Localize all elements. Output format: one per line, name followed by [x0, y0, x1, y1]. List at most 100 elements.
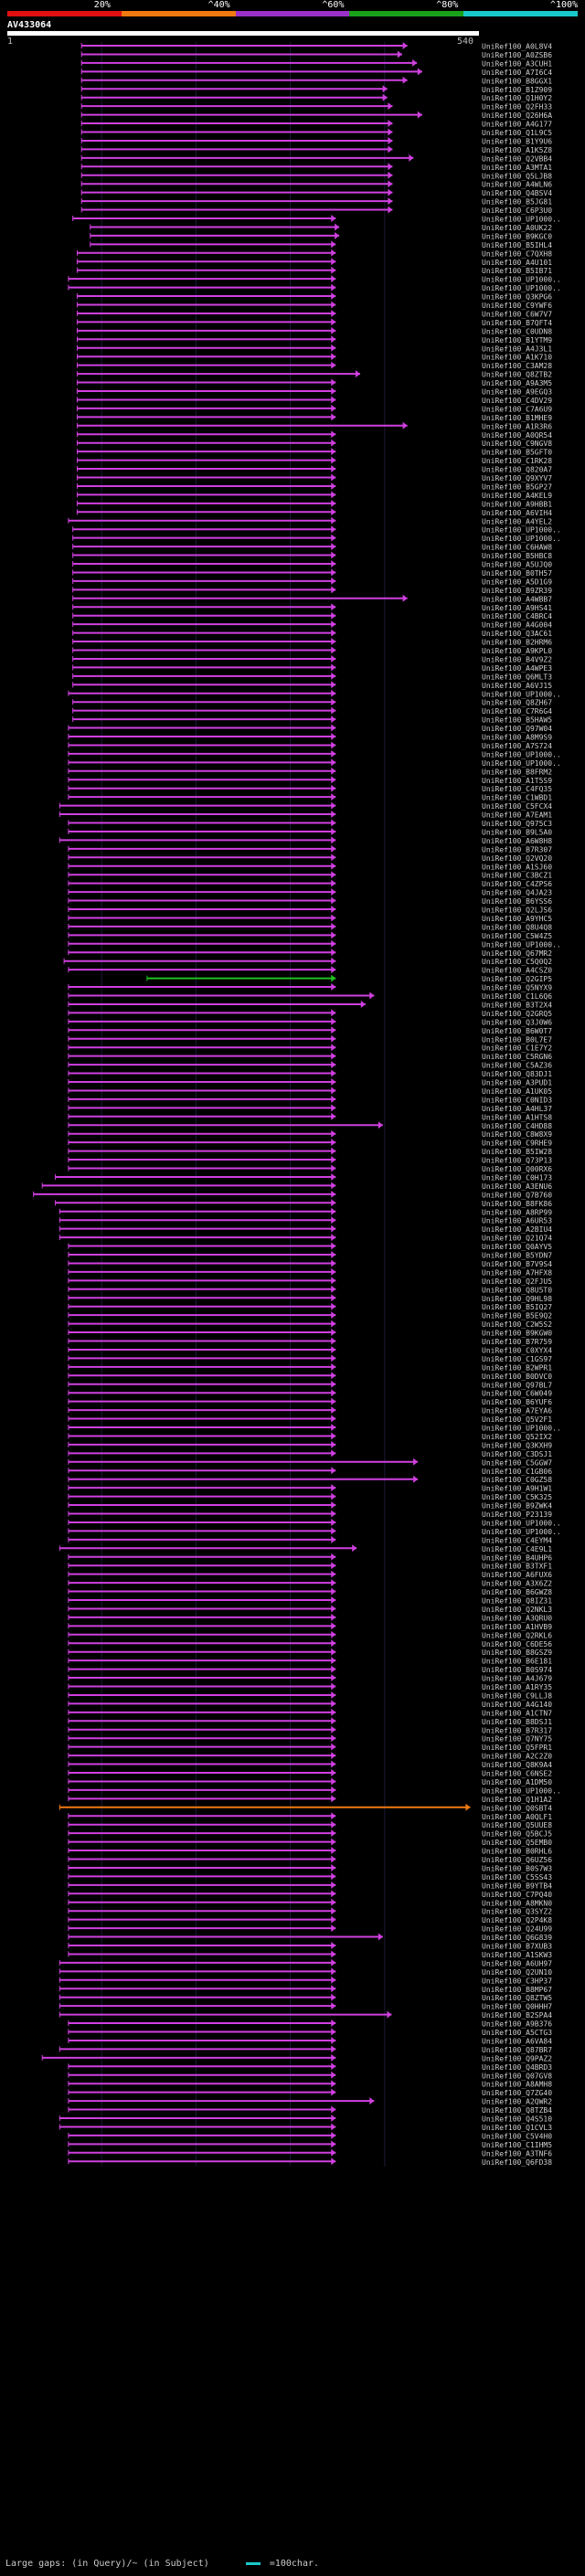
hit-label[interactable]: UniRef100_A3ENU6 [482, 1182, 552, 1191]
hit-label[interactable]: UniRef100_C1GB06 [482, 1468, 552, 1476]
hit-label[interactable]: UniRef100_Q5V2F1 [482, 1415, 552, 1424]
hit-label[interactable]: UniRef100_C6W7V7 [482, 310, 552, 318]
hit-label[interactable]: UniRef100_A8RP99 [482, 1208, 552, 1216]
hit-label[interactable]: UniRef100_A1SJ60 [482, 863, 552, 871]
hit-label[interactable]: UniRef100_Q6FD38 [482, 2158, 552, 2167]
hit-label[interactable]: UniRef100_B5IHL4 [482, 241, 552, 249]
hit-label[interactable]: UniRef100_A1HVB9 [482, 1623, 552, 1631]
hit-label[interactable]: UniRef100_Q2GIP5 [482, 975, 552, 983]
hit-label[interactable]: UniRef100_A5CTG3 [482, 2029, 552, 2037]
hit-label[interactable]: UniRef100_B2SPA4 [482, 2011, 552, 2019]
hit-label[interactable]: UniRef100_B8GGX1 [482, 77, 552, 85]
hit-label[interactable]: UniRef100_C4BRC4 [482, 612, 552, 620]
hit-label[interactable]: UniRef100_A1UK05 [482, 1087, 552, 1096]
hit-label[interactable]: UniRef100_A7S724 [482, 742, 552, 750]
hit-label[interactable]: UniRef100_Q97BL7 [482, 1381, 552, 1389]
hit-label[interactable]: UniRef100_Q2VQ20 [482, 854, 552, 863]
hit-label[interactable]: UniRef100_C7QXH8 [482, 249, 552, 258]
hit-label[interactable]: UniRef100_A8AMH8 [482, 2081, 552, 2089]
hit-label[interactable]: UniRef100_A0ZSB6 [482, 51, 552, 59]
hit-label[interactable]: UniRef100_C5K325 [482, 1493, 552, 1501]
hit-label[interactable]: UniRef100_C7A6U9 [482, 405, 552, 413]
hit-label[interactable]: UniRef100_B4UHP6 [482, 1553, 552, 1562]
hit-label[interactable]: UniRef100_Q2LJS6 [482, 906, 552, 915]
hit-label[interactable]: UniRef100_B5HBC8 [482, 552, 552, 560]
hit-label[interactable]: UniRef100_Q6G839 [482, 1934, 552, 1942]
hit-label[interactable]: UniRef100_C5SS43 [482, 1873, 552, 1882]
hit-label[interactable]: UniRef100_B5E9Q2 [482, 1312, 552, 1320]
hit-label[interactable]: UniRef100_C9LLJ8 [482, 1691, 552, 1700]
hit-label[interactable]: UniRef100_A4YEL2 [482, 517, 552, 525]
hit-label[interactable]: UniRef100_C8W8X9 [482, 1130, 552, 1139]
hit-label[interactable]: UniRef100_Q9HL98 [482, 1295, 552, 1303]
hit-label[interactable]: UniRef100_C5W4Z5 [482, 932, 552, 940]
hit-label[interactable]: UniRef100_UP1000.. [482, 1528, 561, 1536]
hit-label[interactable]: UniRef100_A4G177 [482, 121, 552, 129]
hit-label[interactable]: UniRef100_B0S974 [482, 1666, 552, 1674]
hit-label[interactable]: UniRef100_A0UK22 [482, 224, 552, 232]
hit-label[interactable]: UniRef100_A7EYA6 [482, 1407, 552, 1415]
hit-label[interactable]: UniRef100_A9HS41 [482, 604, 552, 612]
hit-label[interactable]: UniRef100_B0DVC0 [482, 1373, 552, 1381]
hit-label[interactable]: UniRef100_Q07GV8 [482, 2072, 552, 2080]
hit-label[interactable]: UniRef100_Q1H1A2 [482, 1796, 552, 1804]
hit-label[interactable]: UniRef100_A4J679 [482, 1675, 552, 1683]
hit-label[interactable]: UniRef100_Q3J0W6 [482, 1018, 552, 1026]
hit-label[interactable]: UniRef100_Q3KXH9 [482, 1441, 552, 1449]
hit-label[interactable]: UniRef100_B5GFT0 [482, 449, 552, 457]
hit-label[interactable]: UniRef100_A7EAM1 [482, 811, 552, 820]
hit-label[interactable]: UniRef100_UP1000.. [482, 526, 561, 535]
hit-label[interactable]: UniRef100_A5UJQ0 [482, 561, 552, 569]
hit-label[interactable]: UniRef100_A4HL37 [482, 1105, 552, 1113]
hit-label[interactable]: UniRef100_C6P3U0 [482, 207, 552, 215]
hit-label[interactable]: UniRef100_Q7B760 [482, 1191, 552, 1199]
hit-label[interactable]: UniRef100_UP1000.. [482, 1519, 561, 1527]
hit-label[interactable]: UniRef100_C1WBD1 [482, 794, 552, 802]
hit-label[interactable]: UniRef100_B6GWZ8 [482, 1588, 552, 1596]
hit-label[interactable]: UniRef100_B2WPR1 [482, 1363, 552, 1372]
hit-label[interactable]: UniRef100_B7QFT4 [482, 319, 552, 327]
hit-label[interactable]: UniRef100_A2QWR2 [482, 2098, 552, 2106]
hit-label[interactable]: UniRef100_A1HTS8 [482, 1113, 552, 1121]
hit-label[interactable]: UniRef100_Q2P4K8 [482, 1916, 552, 1924]
hit-label[interactable]: UniRef100_A1CTN7 [482, 1709, 552, 1717]
hit-label[interactable]: UniRef100_B5IB71 [482, 267, 552, 275]
hit-label[interactable]: UniRef100_Q0SBT4 [482, 1804, 552, 1812]
hit-label[interactable]: UniRef100_C7PQ40 [482, 1891, 552, 1899]
hit-label[interactable]: UniRef100_A6FUX6 [482, 1571, 552, 1579]
hit-label[interactable]: UniRef100_C3HP37 [482, 1977, 552, 1985]
hit-label[interactable]: UniRef100_Q5BCJ5 [482, 1830, 552, 1839]
hit-label[interactable]: UniRef100_A9A3M5 [482, 379, 552, 387]
hit-label[interactable]: UniRef100_Q3SYZ2 [482, 1908, 552, 1916]
hit-label[interactable]: UniRef100_A4G140 [482, 1701, 552, 1709]
hit-label[interactable]: UniRef100_B1YTM9 [482, 336, 552, 345]
hit-label[interactable]: UniRef100_A0QLF1 [482, 1813, 552, 1821]
hit-label[interactable]: UniRef100_B0S7W3 [482, 1864, 552, 1872]
hit-label[interactable]: UniRef100_C4HD88 [482, 1122, 552, 1130]
hit-label[interactable]: UniRef100_B6YSS6 [482, 897, 552, 906]
hit-label[interactable]: UniRef100_A2C2Z0 [482, 1753, 552, 1761]
hit-label[interactable]: UniRef100_Q5NYX9 [482, 984, 552, 992]
hit-label[interactable]: UniRef100_B4V9Z2 [482, 655, 552, 663]
hit-label[interactable]: UniRef100_A1T5S9 [482, 777, 552, 785]
hit-label[interactable]: UniRef100_Q8K9A4 [482, 1761, 552, 1769]
hit-label[interactable]: UniRef100_Q97W04 [482, 725, 552, 733]
hit-label[interactable]: UniRef100_Q52IX2 [482, 1433, 552, 1441]
hit-label[interactable]: UniRef100_C6HAW8 [482, 544, 552, 552]
hit-label[interactable]: UniRef100_A3MTA1 [482, 164, 552, 172]
hit-label[interactable]: UniRef100_C0GZ58 [482, 1476, 552, 1484]
hit-label[interactable]: UniRef100_B2HRM6 [482, 639, 552, 647]
hit-label[interactable]: UniRef100_A9HBB1 [482, 500, 552, 508]
hit-label[interactable]: UniRef100_Q6MLT3 [482, 673, 552, 681]
hit-label[interactable]: UniRef100_B9L5A0 [482, 828, 552, 836]
hit-label[interactable]: UniRef100_Q8TZB4 [482, 2106, 552, 2115]
hit-label[interactable]: UniRef100_A4CSZ0 [482, 967, 552, 975]
hit-label[interactable]: UniRef100_Q21Q74 [482, 1235, 552, 1243]
hit-label[interactable]: UniRef100_A1SKW3 [482, 1951, 552, 1959]
hit-label[interactable]: UniRef100_A6VA84 [482, 2037, 552, 2045]
hit-label[interactable]: UniRef100_Q5FPR1 [482, 1744, 552, 1752]
hit-label[interactable]: UniRef100_B3TXF1 [482, 1563, 552, 1571]
hit-label[interactable]: UniRef100_Q8U5T0 [482, 1286, 552, 1294]
hit-label[interactable]: UniRef100_C9YWF6 [482, 302, 552, 310]
hit-label[interactable]: UniRef100_Q8ZH67 [482, 699, 552, 707]
